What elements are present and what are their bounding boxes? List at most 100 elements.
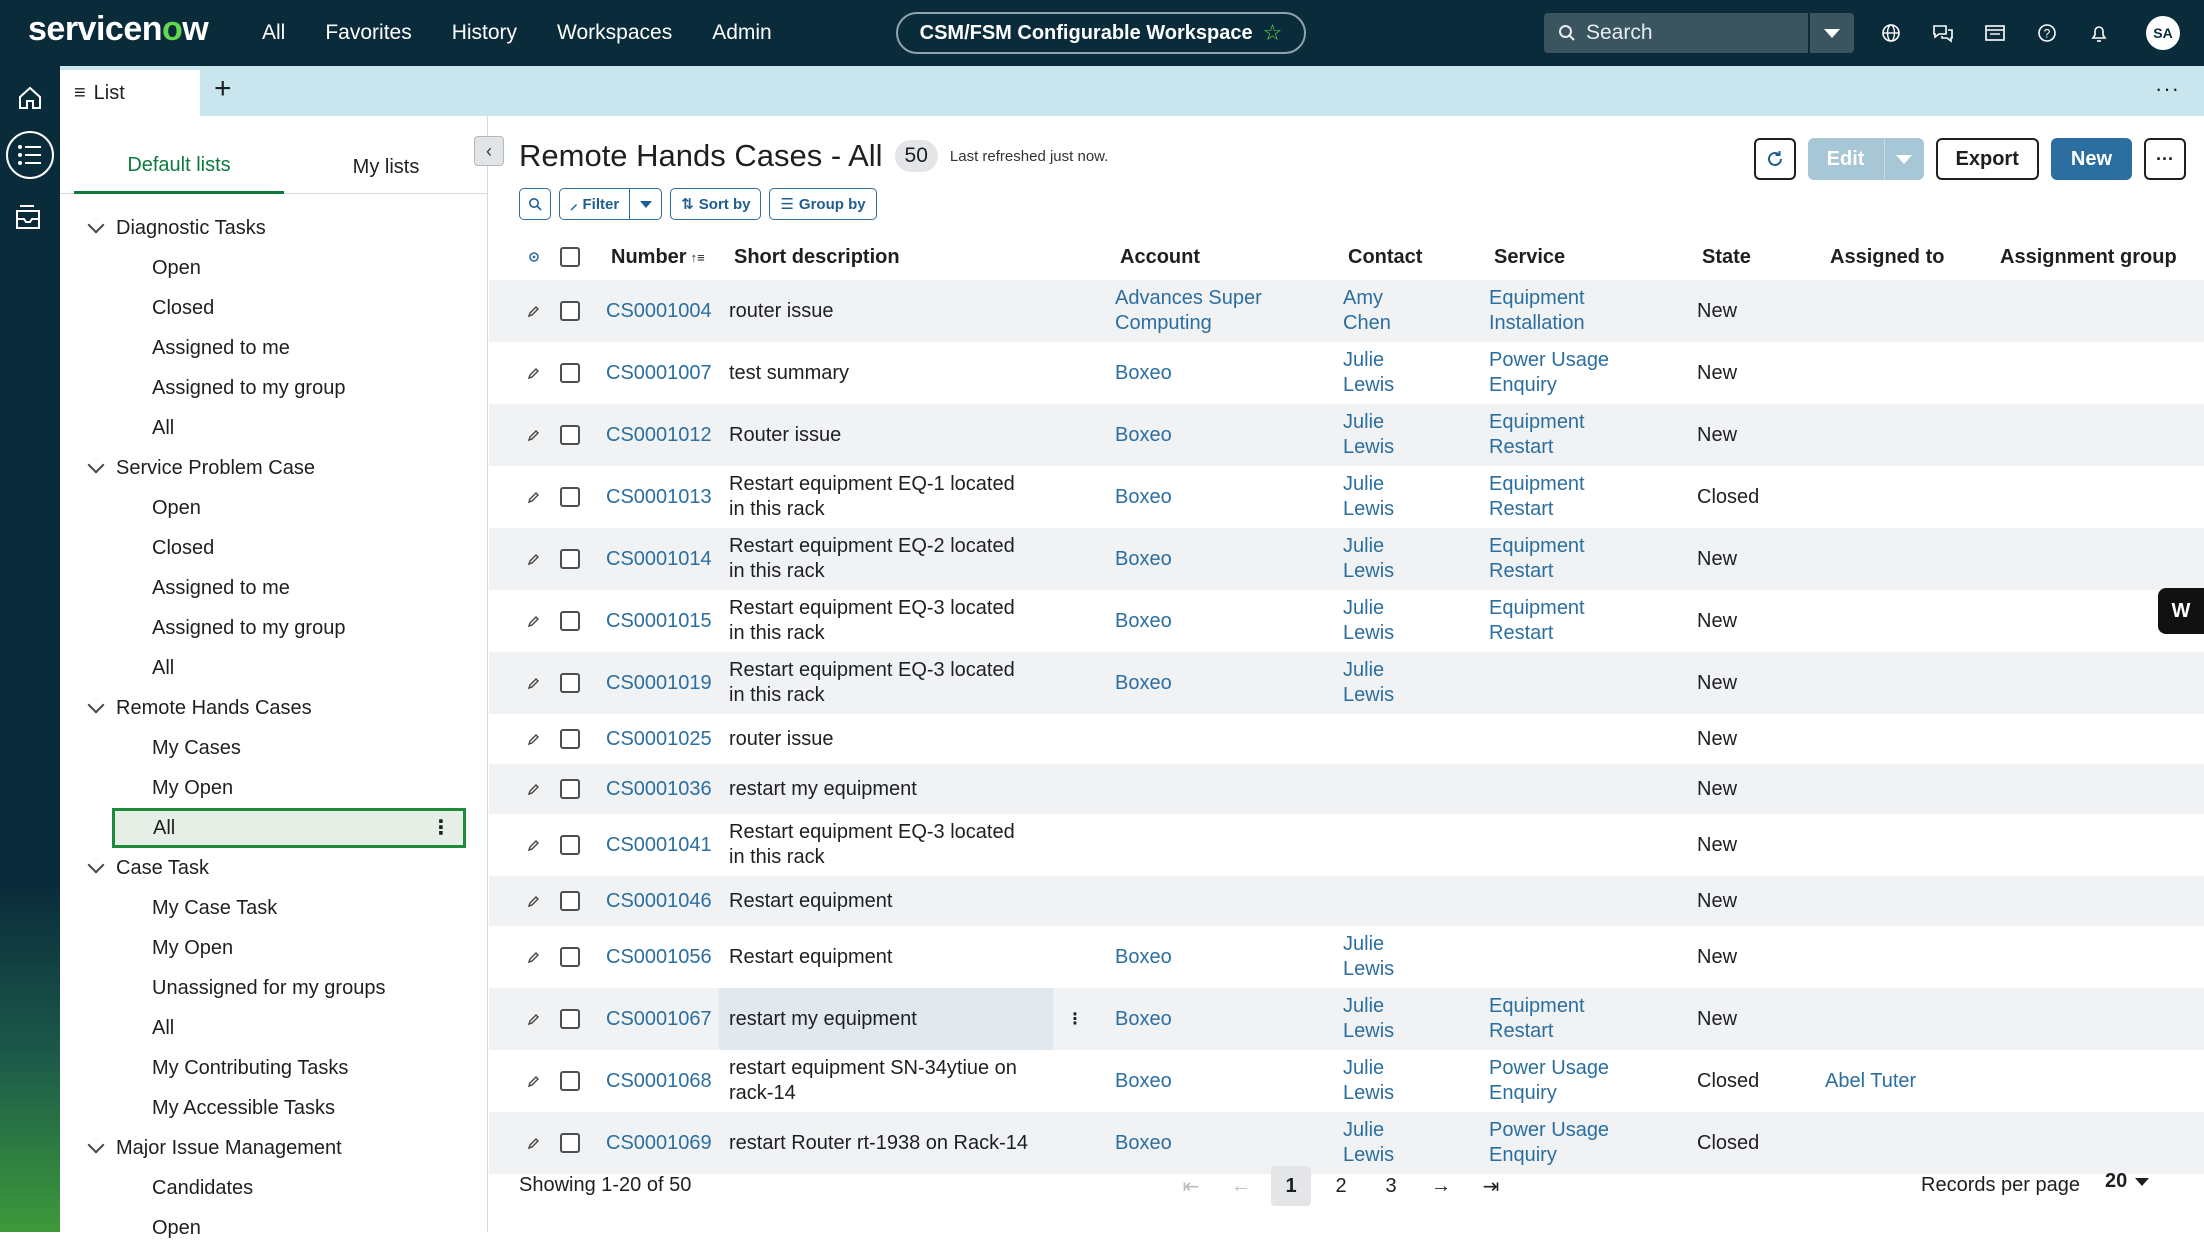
row-checkbox[interactable] xyxy=(560,814,580,876)
new-button[interactable]: New xyxy=(2050,138,2132,180)
edit-row-icon[interactable] xyxy=(525,652,543,714)
edit-row-icon[interactable] xyxy=(525,988,543,1050)
service-link[interactable] xyxy=(1489,764,1639,814)
short-description-cell[interactable]: router issue xyxy=(729,727,834,750)
row-checkbox[interactable] xyxy=(560,988,580,1050)
case-number-link[interactable]: CS0001007 xyxy=(606,361,712,384)
short-description-cell[interactable]: Restart equipment EQ-3 located in this r… xyxy=(729,597,1015,644)
kebab-icon[interactable]: ⋮ xyxy=(431,817,451,839)
short-description-cell[interactable]: restart Router rt-1938 on Rack-14 xyxy=(729,1131,1029,1154)
case-number-link[interactable]: CS0001068 xyxy=(606,1069,712,1092)
table-row[interactable]: CS0001007 test summary Boxeo Julie Lewis Pow… xyxy=(489,342,2204,404)
short-description-cell[interactable]: Restart equipment xyxy=(729,889,893,912)
records-per-page-select[interactable]: 20 xyxy=(2105,1170,2150,1193)
account-link[interactable]: Boxeo xyxy=(1115,1069,1172,1092)
edit-row-icon[interactable] xyxy=(525,404,543,466)
list-item[interactable]: My Contributing Tasks xyxy=(152,1056,349,1079)
list-item[interactable]: Candidates xyxy=(152,1176,254,1199)
column-settings-icon[interactable] xyxy=(525,234,543,280)
next-page-icon[interactable]: → xyxy=(1431,1174,1451,1197)
row-checkbox[interactable] xyxy=(560,652,580,714)
edit-dropdown[interactable] xyxy=(1883,138,1924,180)
account-link[interactable]: Boxeo xyxy=(1115,671,1172,694)
short-description-cell[interactable]: test summary xyxy=(729,361,850,384)
service-link[interactable]: Equipment Restart xyxy=(1489,411,1585,458)
case-number-link[interactable]: CS0001041 xyxy=(606,833,712,856)
row-checkbox[interactable] xyxy=(560,404,580,466)
column-header-assigned-to[interactable]: Assigned to xyxy=(1830,245,1945,268)
contact-link[interactable]: Julie Lewis xyxy=(1343,473,1395,520)
edit-row-icon[interactable] xyxy=(525,926,543,988)
workspace-pill[interactable]: CSM/FSM Configurable Workspace ☆ xyxy=(896,12,1306,54)
list-item[interactable]: My Case Task xyxy=(152,896,278,919)
short-description-cell[interactable]: Restart equipment EQ-3 located in this r… xyxy=(729,821,1015,868)
chat-icon[interactable] xyxy=(1932,22,1954,44)
list-item[interactable]: Unassigned for my groups xyxy=(152,976,386,999)
group-major-issue-management[interactable]: Major Issue Management xyxy=(60,1128,488,1168)
contact-link[interactable]: Julie Lewis xyxy=(1343,1119,1395,1166)
service-link[interactable]: Equipment Restart xyxy=(1489,535,1585,582)
contact-link[interactable] xyxy=(1343,814,1423,876)
contact-link[interactable] xyxy=(1343,764,1423,814)
add-tab-button[interactable]: + xyxy=(214,72,232,105)
service-link[interactable] xyxy=(1489,814,1639,876)
service-link[interactable]: Equipment Restart xyxy=(1489,995,1585,1042)
filter-button[interactable]: ⸝ Filter xyxy=(559,188,631,220)
nav-item-admin[interactable]: Admin xyxy=(712,21,772,44)
account-link[interactable]: Boxeo xyxy=(1115,361,1172,384)
edit-row-icon[interactable] xyxy=(525,764,543,814)
group-case-task[interactable]: Case Task xyxy=(60,848,488,888)
service-link[interactable]: Equipment Restart xyxy=(1489,473,1585,520)
search-list-button[interactable] xyxy=(519,188,551,220)
list-item[interactable]: My Open xyxy=(152,936,234,959)
edit-row-icon[interactable] xyxy=(525,590,543,652)
prev-page-icon[interactable]: ← xyxy=(1231,1174,1251,1197)
group-by-button[interactable]: ☰ Group by xyxy=(769,188,877,220)
column-header-state[interactable]: State xyxy=(1702,245,1751,268)
first-page-icon[interactable]: ⇤ xyxy=(1182,1175,1200,1198)
user-avatar[interactable]: SA xyxy=(2146,16,2180,50)
list-item[interactable]: All xyxy=(152,1016,175,1039)
contact-link[interactable]: Julie Lewis xyxy=(1343,597,1395,644)
table-row[interactable]: ⋮ CS0001067 restart my equipment Boxeo Julie… xyxy=(489,988,2204,1050)
service-link[interactable] xyxy=(1489,876,1639,926)
account-link[interactable]: Boxeo xyxy=(1115,945,1172,968)
tab-list[interactable]: ≡ List xyxy=(60,70,200,116)
short-description-cell[interactable]: restart my equipment xyxy=(729,1007,917,1030)
nav-item-all[interactable]: All xyxy=(262,21,286,44)
case-number-link[interactable]: CS0001025 xyxy=(606,727,712,750)
list-item[interactable]: Assigned to my group xyxy=(152,376,346,399)
service-link[interactable] xyxy=(1489,652,1639,714)
column-header-service[interactable]: Service xyxy=(1494,245,1566,268)
list-item[interactable]: My Cases xyxy=(152,736,241,759)
column-header-number[interactable]: Number ↑≡ xyxy=(611,245,705,268)
table-row[interactable]: CS0001041 Restart equipment EQ-3 located … xyxy=(489,814,2204,876)
account-link[interactable] xyxy=(1115,714,1265,764)
short-description-cell[interactable]: Restart equipment EQ-1 located in this r… xyxy=(729,473,1015,520)
table-row[interactable]: CS0001068 restart equipment SN-34ytiue on… xyxy=(489,1050,2204,1112)
edit-row-icon[interactable] xyxy=(525,466,543,528)
column-header-account[interactable]: Account xyxy=(1120,245,1200,268)
account-link[interactable]: Boxeo xyxy=(1115,1131,1172,1154)
bell-icon[interactable] xyxy=(2088,22,2110,44)
short-description-cell[interactable]: Restart equipment EQ-2 located in this r… xyxy=(729,535,1015,582)
table-row[interactable]: CS0001013 Restart equipment EQ-1 located … xyxy=(489,466,2204,528)
select-all-checkbox[interactable] xyxy=(560,234,580,280)
group-service-problem-case[interactable]: Service Problem Case xyxy=(60,448,488,488)
service-link[interactable]: Equipment Installation xyxy=(1489,287,1585,334)
contact-link[interactable]: Julie Lewis xyxy=(1343,535,1395,582)
list-item[interactable]: Open xyxy=(152,256,201,279)
list-item[interactable]: Closed xyxy=(152,536,215,559)
case-number-link[interactable]: CS0001014 xyxy=(606,547,712,570)
collapse-panel-button[interactable]: ‹ xyxy=(474,136,504,166)
account-link[interactable]: Boxeo xyxy=(1115,1007,1172,1030)
table-row[interactable]: CS0001014 Restart equipment EQ-2 located … xyxy=(489,528,2204,590)
contact-link[interactable] xyxy=(1343,876,1423,926)
contact-link[interactable]: Amy Chen xyxy=(1343,287,1391,334)
case-number-link[interactable]: CS0001067 xyxy=(606,1007,712,1030)
case-number-link[interactable]: CS0001036 xyxy=(606,777,712,800)
case-number-link[interactable]: CS0001015 xyxy=(606,609,712,632)
page-3-button[interactable]: 3 xyxy=(1385,1174,1397,1197)
list-item[interactable]: Assigned to my group xyxy=(152,616,346,639)
nav-item-favorites[interactable]: Favorites xyxy=(325,21,412,44)
